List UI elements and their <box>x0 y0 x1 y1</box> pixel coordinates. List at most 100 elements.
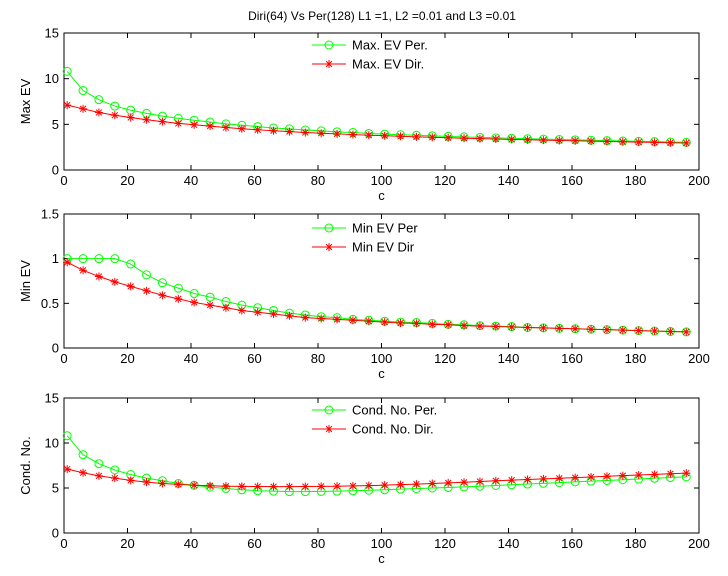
data-point <box>269 126 278 135</box>
data-point <box>491 476 500 485</box>
legend-marker <box>325 243 333 251</box>
data-point <box>173 283 183 293</box>
data-point <box>333 482 342 491</box>
y-tick-label: 10 <box>45 71 59 86</box>
legend-marker <box>324 223 334 233</box>
data-point <box>555 324 564 333</box>
data-point <box>158 117 167 126</box>
y-tick-label: 5 <box>52 481 59 496</box>
x-tick-label: 20 <box>120 536 134 551</box>
legend-label: Max. EV Dir. <box>352 57 424 72</box>
data-point <box>189 289 199 299</box>
data-point <box>63 258 72 267</box>
x-tick-label: 80 <box>311 351 325 366</box>
data-point <box>682 327 691 336</box>
data-point <box>126 259 136 269</box>
x-tick-label: 140 <box>498 351 520 366</box>
data-point <box>412 319 421 328</box>
legend-marker <box>325 60 333 68</box>
data-point <box>587 325 596 334</box>
x-tick-label: 0 <box>60 351 67 366</box>
data-point <box>63 465 72 474</box>
data-point <box>444 133 453 142</box>
x-tick-label: 0 <box>60 536 67 551</box>
plot-area <box>63 397 700 534</box>
data-point <box>380 318 389 327</box>
data-point <box>444 320 453 329</box>
x-tick-label: 80 <box>311 536 325 551</box>
data-point <box>380 131 389 140</box>
y-tick-label: 15 <box>45 391 59 406</box>
series-line <box>66 435 687 493</box>
data-point <box>206 122 215 131</box>
data-point <box>364 131 373 140</box>
data-point <box>142 270 152 280</box>
data-point <box>571 324 580 333</box>
data-point <box>269 310 278 319</box>
series-2 <box>63 101 691 147</box>
data-point <box>634 471 643 480</box>
data-point <box>618 137 627 146</box>
data-point <box>587 137 596 146</box>
data-point <box>460 321 469 330</box>
data-point <box>650 327 659 336</box>
data-point <box>364 317 373 326</box>
y-tick-label: 1 <box>52 251 59 266</box>
data-point <box>158 479 167 488</box>
y-tick-label: 5 <box>52 117 59 132</box>
data-point <box>491 322 500 331</box>
data-point <box>158 291 167 300</box>
x-tick-label: 120 <box>434 351 456 366</box>
x-tick-label: 60 <box>247 351 261 366</box>
data-point <box>602 137 611 146</box>
legend-label: Cond. No. Dir. <box>352 422 434 437</box>
data-point <box>539 136 548 145</box>
data-point <box>650 138 659 147</box>
data-point <box>253 125 262 134</box>
data-point <box>428 320 437 329</box>
data-point <box>460 134 469 143</box>
data-point <box>523 135 532 144</box>
x-tick-label: 180 <box>625 351 647 366</box>
data-point <box>539 323 548 332</box>
series-line <box>66 71 687 143</box>
series-line <box>67 468 687 488</box>
data-point <box>507 323 516 332</box>
data-point <box>142 478 151 487</box>
data-point <box>110 111 119 120</box>
legend-label: Max. EV Per. <box>352 38 428 53</box>
x-tick-label: 160 <box>561 536 583 551</box>
data-point <box>317 129 326 138</box>
data-point <box>94 272 103 281</box>
data-point <box>650 470 659 479</box>
subplot-2: 0 20 40 60 80 100 120 140 160 180 200 0 0.5 1 1.5 c Min … <box>18 207 710 382</box>
y-tick-label: 0.5 <box>41 296 59 311</box>
x-tick-label: 140 <box>498 173 520 188</box>
series-line <box>66 261 687 333</box>
data-point <box>206 301 215 310</box>
data-point <box>364 481 373 490</box>
data-point <box>94 254 104 264</box>
data-point <box>428 479 437 488</box>
data-point <box>475 322 484 331</box>
data-point <box>174 119 183 128</box>
data-point <box>190 298 199 307</box>
data-point <box>682 469 691 478</box>
data-point <box>348 130 357 139</box>
data-point <box>110 254 120 264</box>
x-axis-label: c <box>378 551 385 566</box>
data-point <box>396 318 405 327</box>
data-point <box>253 308 262 317</box>
data-point <box>555 136 564 145</box>
data-point <box>523 475 532 484</box>
data-point <box>396 480 405 489</box>
data-point <box>94 471 103 480</box>
data-point <box>618 326 627 335</box>
plot-area <box>63 32 700 171</box>
data-point <box>126 476 135 485</box>
data-point <box>507 135 516 144</box>
data-point <box>157 278 167 288</box>
data-point <box>205 292 215 302</box>
